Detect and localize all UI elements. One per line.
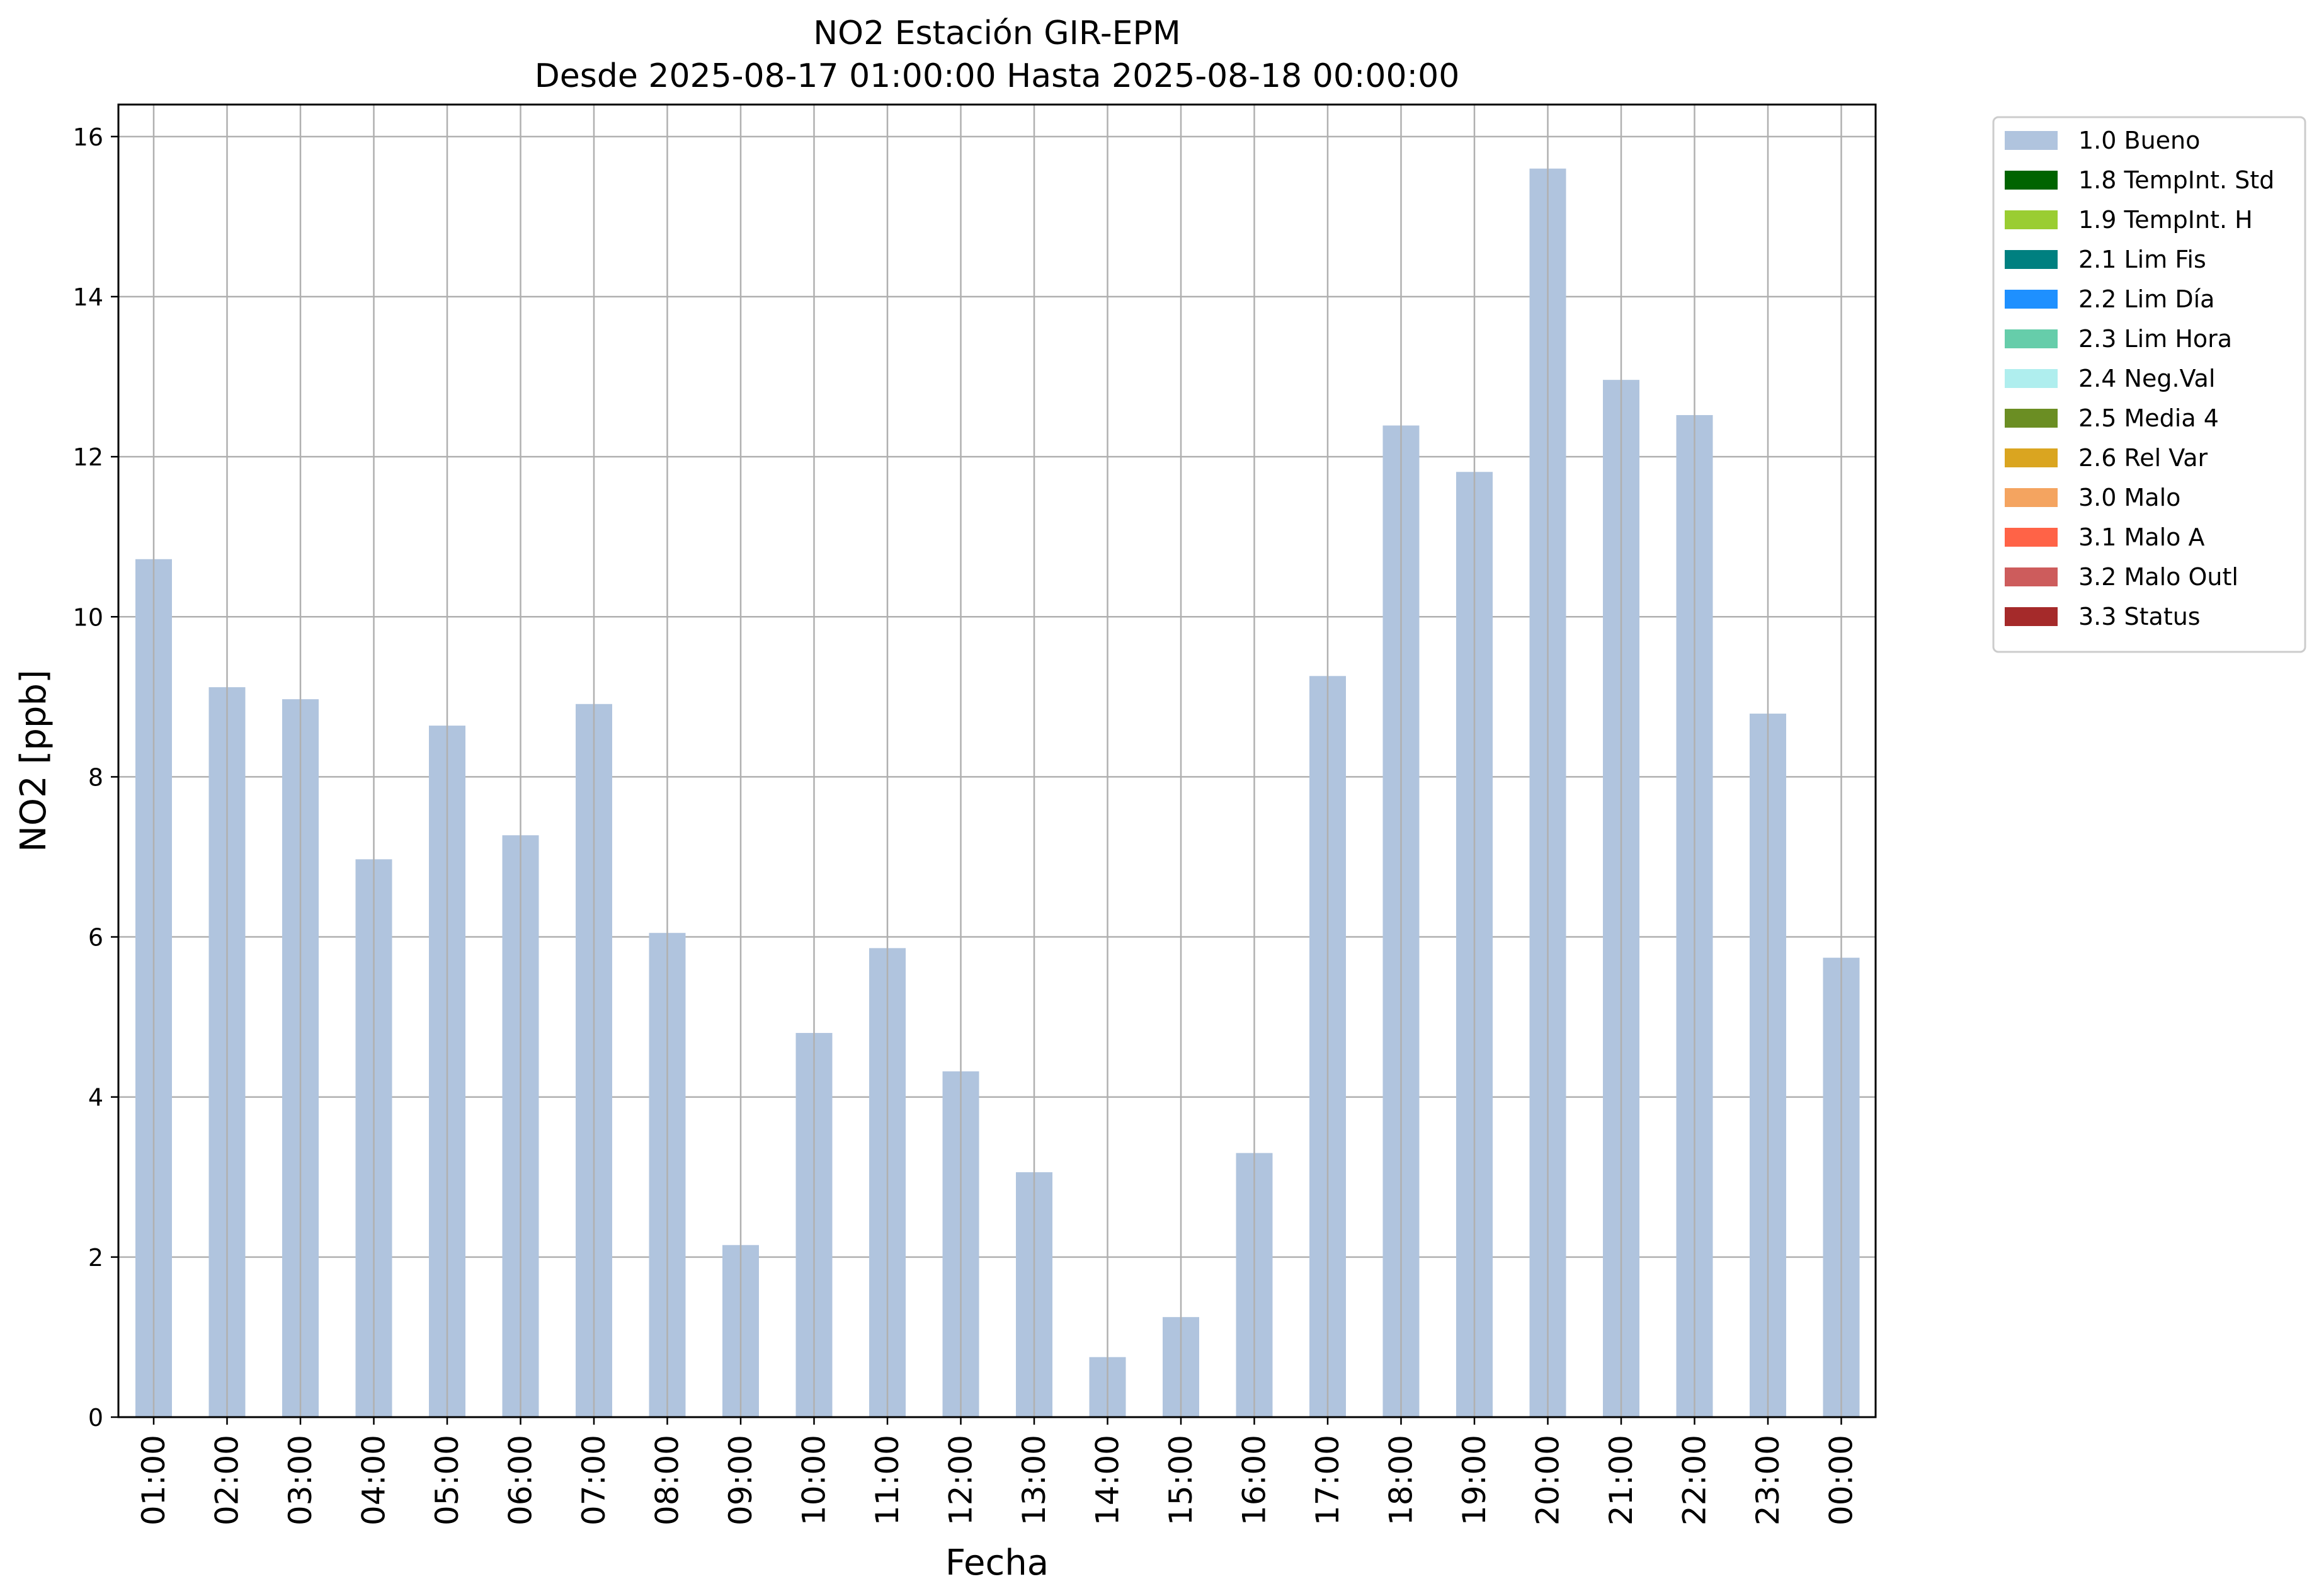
vertical-grid-lines xyxy=(152,105,1842,1417)
x-axis: 01:00 02:00 03:00 04:00 05:00 06:00 07:00 08:00… xyxy=(135,1417,1860,1525)
x-tick-label: 17:00 xyxy=(1309,1435,1346,1525)
y-axis-label: NO2 [ppb] xyxy=(13,670,54,852)
x-tick-label: 11:00 xyxy=(869,1435,906,1525)
legend-label: 2.6 Rel Var xyxy=(2078,444,2208,472)
legend-swatch xyxy=(2005,131,2058,150)
legend-swatch xyxy=(2005,567,2058,586)
grid-lines xyxy=(118,135,1876,1418)
legend: 1.0 Bueno 1.8 TempInt. Std 1.9 TempInt. H 2… xyxy=(1992,116,2306,653)
y-tick-label: 4 xyxy=(88,1084,103,1112)
y-tick-label: 16 xyxy=(73,123,103,151)
legend-label: 3.0 Malo xyxy=(2078,484,2180,511)
legend-label: 3.1 Malo A xyxy=(2078,523,2204,551)
plot-frame xyxy=(117,103,1877,1418)
legend-swatch xyxy=(2005,369,2058,388)
legend-swatch xyxy=(2005,210,2058,229)
x-tick-label: 16:00 xyxy=(1236,1435,1273,1525)
legend-label: 3.2 Malo Outl xyxy=(2078,563,2238,591)
legend-label: 2.5 Media 4 xyxy=(2078,404,2219,432)
y-tick-label: 12 xyxy=(73,443,103,471)
x-tick-label: 05:00 xyxy=(429,1435,465,1525)
x-tick-label: 14:00 xyxy=(1090,1435,1126,1525)
x-tick-label: 01:00 xyxy=(135,1435,172,1525)
legend-label: 1.9 TempInt. H xyxy=(2078,206,2253,234)
x-axis-label: Fecha xyxy=(945,1542,1049,1583)
x-tick-label: 21:00 xyxy=(1603,1435,1639,1525)
legend-label: 1.0 Bueno xyxy=(2078,127,2200,154)
x-tick-label: 12:00 xyxy=(943,1435,979,1525)
legend-swatch xyxy=(2005,528,2058,547)
legend-box xyxy=(1992,116,2306,653)
y-tick-label: 8 xyxy=(88,763,103,791)
y-axis: 0 2 4 6 8 10 12 14 16 xyxy=(73,123,118,1432)
x-tick-label: 10:00 xyxy=(796,1435,833,1525)
x-tick-label: 19:00 xyxy=(1456,1435,1493,1525)
y-tick-label: 14 xyxy=(73,283,103,311)
x-tick-label: 18:00 xyxy=(1383,1435,1420,1525)
x-tick-label: 03:00 xyxy=(282,1435,319,1525)
legend-swatch xyxy=(2005,607,2058,626)
x-tick-label: 02:00 xyxy=(209,1435,246,1525)
y-tick-label: 6 xyxy=(88,924,103,952)
legend-swatch xyxy=(2005,448,2058,467)
x-tick-label: 13:00 xyxy=(1016,1435,1052,1525)
chart-title: NO2 Estación GIR-EPM xyxy=(813,14,1180,52)
x-tick-label: 04:00 xyxy=(356,1435,392,1525)
x-tick-label: 06:00 xyxy=(503,1435,539,1525)
x-tick-label: 23:00 xyxy=(1750,1435,1786,1525)
legend-label: 2.1 Lim Fis xyxy=(2078,246,2206,273)
x-tick-label: 00:00 xyxy=(1823,1435,1860,1525)
legend-label: 2.2 Lim Día xyxy=(2078,285,2214,313)
legend-label: 3.3 Status xyxy=(2078,603,2201,630)
x-tick-label: 15:00 xyxy=(1163,1435,1199,1525)
legend-swatch xyxy=(2005,329,2058,348)
x-tick-label: 08:00 xyxy=(649,1435,686,1525)
legend-label: 2.4 Neg.Val xyxy=(2078,365,2215,392)
legend-swatch xyxy=(2005,250,2058,269)
y-tick-label: 10 xyxy=(73,603,103,631)
x-tick-label: 07:00 xyxy=(576,1435,612,1525)
x-tick-label: 22:00 xyxy=(1677,1435,1713,1525)
x-tick-label: 09:00 xyxy=(722,1435,759,1525)
y-tick-label: 2 xyxy=(88,1244,103,1272)
chart-subtitle: Desde 2025-08-17 01:00:00 Hasta 2025-08-… xyxy=(535,57,1460,95)
x-tick-label: 20:00 xyxy=(1530,1435,1566,1525)
legend-swatch xyxy=(2005,409,2058,428)
legend-swatch xyxy=(2005,290,2058,309)
y-tick-label: 0 xyxy=(88,1404,103,1432)
legend-swatch xyxy=(2005,488,2058,507)
legend-label: 2.3 Lim Hora xyxy=(2078,325,2232,353)
legend-swatch xyxy=(2005,171,2058,190)
legend-label: 1.8 TempInt. Std xyxy=(2078,166,2274,194)
